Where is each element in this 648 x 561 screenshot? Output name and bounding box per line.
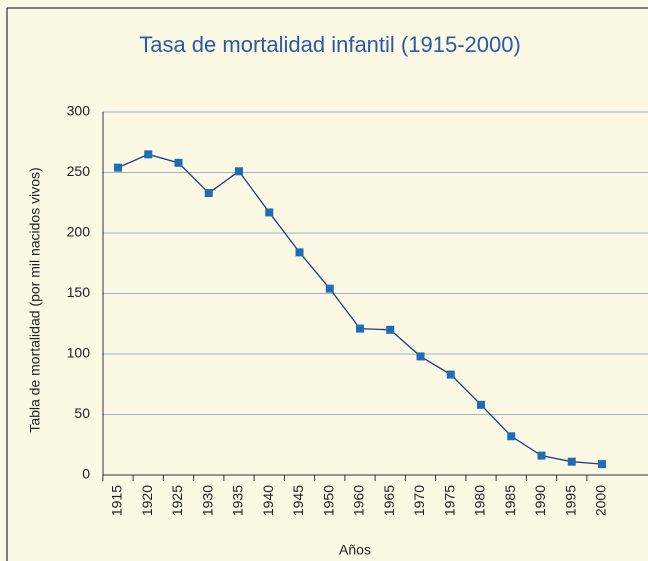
marker [416, 352, 425, 361]
x-tick-label: 1950 [320, 485, 336, 516]
y-tick-label: 300 [67, 103, 91, 119]
y-tick-label: 150 [67, 284, 91, 300]
marker [477, 400, 485, 409]
y-tick-label: 50 [74, 405, 90, 421]
x-tick-label: 1920 [139, 485, 155, 516]
marker [204, 189, 213, 198]
x-tick-label: 1915 [109, 485, 125, 516]
x-tick-label: 1970 [411, 485, 427, 516]
y-axis-label: Tabla de mortalidad (por mil nacidos viv… [27, 167, 43, 432]
y-tick-label: 250 [67, 163, 91, 179]
marker [598, 460, 606, 469]
x-tick-label: 1980 [472, 485, 488, 516]
marker [235, 167, 243, 176]
marker [325, 284, 334, 293]
marker [174, 158, 183, 167]
x-tick-label: 2000 [593, 485, 609, 516]
x-tick-label: 1985 [502, 485, 518, 516]
marker [144, 150, 153, 159]
y-tick-label: 100 [67, 345, 91, 361]
x-tick-label: 1925 [169, 485, 185, 516]
chart-title: Tasa de mortalidad infantil (1915-2000) [139, 32, 521, 57]
x-tick-label: 1940 [260, 485, 276, 516]
marker [446, 370, 455, 379]
x-tick-label: 1995 [562, 485, 578, 516]
x-axis-label: Años [339, 542, 371, 558]
x-tick-label: 1990 [532, 485, 548, 516]
marker [114, 163, 122, 172]
x-tick-label: 1965 [381, 485, 397, 516]
marker [295, 248, 304, 257]
x-tick-label: 1945 [290, 485, 306, 516]
marker [386, 325, 395, 334]
marker [537, 451, 546, 460]
y-tick-label: 200 [67, 224, 91, 240]
marker [356, 324, 364, 333]
marker [507, 432, 516, 441]
y-tick-label: 0 [82, 466, 90, 482]
marker [265, 208, 274, 217]
marker [567, 457, 576, 466]
x-tick-label: 1930 [199, 485, 215, 516]
x-tick-label: 1935 [230, 485, 246, 516]
x-tick-label: 1960 [351, 485, 367, 516]
x-tick-label: 1975 [441, 485, 457, 516]
